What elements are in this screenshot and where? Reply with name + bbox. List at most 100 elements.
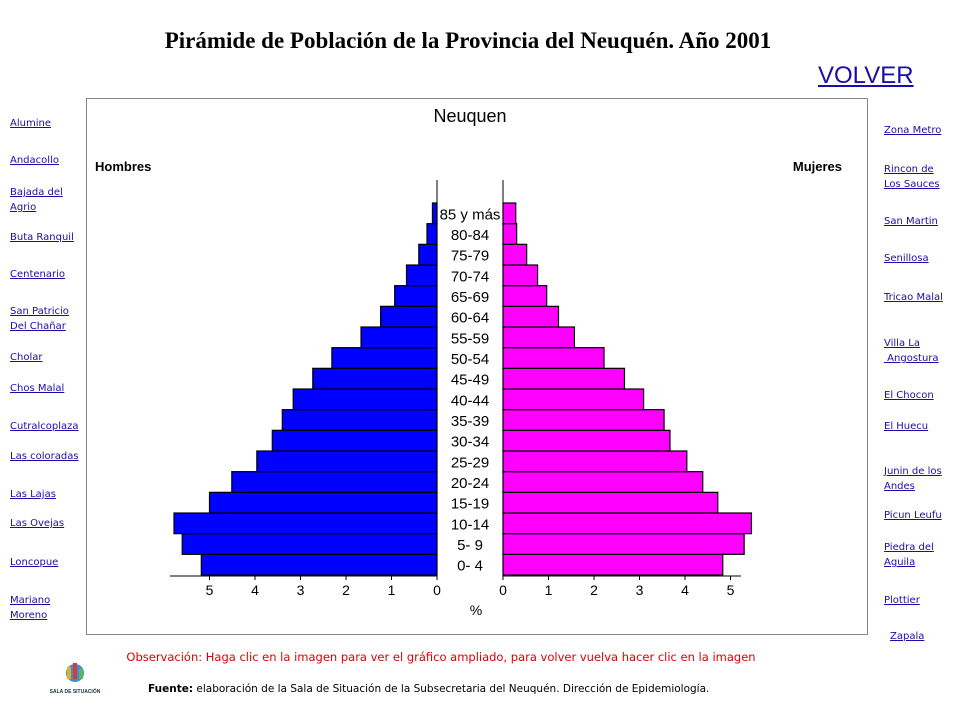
category-label: 15-19 xyxy=(451,496,489,513)
bar xyxy=(502,409,665,431)
logo-shape xyxy=(79,669,83,679)
category-label: 65-69 xyxy=(451,289,489,306)
bar xyxy=(331,347,438,369)
bar xyxy=(431,202,438,225)
region-link[interactable]: Bajada del Agrio xyxy=(10,187,63,213)
bar xyxy=(502,471,704,493)
bar xyxy=(271,429,438,452)
x-tick-label: 2 xyxy=(342,582,350,598)
x-axis-label: % xyxy=(470,602,482,618)
x-tick-label: 1 xyxy=(545,582,553,598)
region-link[interactable]: Chos Malal xyxy=(10,383,65,394)
x-tick-label: 0 xyxy=(433,582,441,598)
region-link[interactable]: Rincon de Los Sauces xyxy=(884,164,940,190)
logo-shape xyxy=(73,663,77,679)
region-link[interactable]: San Patricio Del Chañar xyxy=(10,306,69,332)
bar xyxy=(394,285,438,307)
region-link[interactable]: Las coloradas xyxy=(10,451,79,462)
logo-text: SALA DE SITUACIÓN xyxy=(50,687,101,695)
bar xyxy=(256,450,438,473)
region-link[interactable]: Tricao Malal xyxy=(884,292,943,303)
bar xyxy=(502,450,688,473)
x-tick-label: 5 xyxy=(727,582,735,598)
bar xyxy=(502,223,518,245)
x-tick-label: 4 xyxy=(681,582,689,598)
legend-left: Hombres xyxy=(95,159,151,174)
category-label: 75-79 xyxy=(451,248,489,265)
category-label: 35-39 xyxy=(451,413,489,430)
bar xyxy=(231,471,438,493)
category-label: 55-59 xyxy=(451,330,489,347)
x-tick-label: 3 xyxy=(636,582,644,598)
region-link[interactable]: Villa La Angostura xyxy=(884,338,939,364)
region-link[interactable]: Las Lajas xyxy=(10,489,56,500)
bar xyxy=(292,388,438,411)
bar xyxy=(502,533,745,555)
bar xyxy=(181,533,438,555)
note: Observación: Haga clic en la imagen para… xyxy=(126,650,756,664)
region-link[interactable]: Mariano Moreno xyxy=(10,595,51,621)
bar xyxy=(281,409,438,431)
region-link[interactable]: Picun Leufu xyxy=(884,510,942,521)
category-label: 60-64 xyxy=(451,310,489,327)
bar xyxy=(502,429,671,452)
bar xyxy=(405,264,438,287)
bar xyxy=(502,388,645,411)
bar xyxy=(502,512,753,535)
bar xyxy=(502,367,626,390)
bar xyxy=(502,326,576,349)
region-link[interactable]: Centenario xyxy=(10,269,66,280)
bar xyxy=(360,326,438,349)
bar xyxy=(502,264,539,287)
region-link[interactable]: Zapala xyxy=(890,631,925,642)
category-label: 45-49 xyxy=(451,372,489,389)
category-label: 10-14 xyxy=(451,516,489,533)
category-label: 20-24 xyxy=(451,475,489,492)
region-link[interactable]: Las Ovejas xyxy=(10,518,65,529)
region-link[interactable]: El Huecu xyxy=(884,421,929,432)
x-tick-label: 5 xyxy=(206,582,214,598)
chart-title: Neuquen xyxy=(433,106,506,126)
category-label: 5- 9 xyxy=(457,537,483,554)
source-text: elaboración de la Sala de Situación de l… xyxy=(196,683,710,695)
region-link[interactable]: Loncopue xyxy=(10,557,59,568)
region-link[interactable]: Andacollo xyxy=(10,155,59,166)
bar xyxy=(426,223,438,245)
chart[interactable]: Neuquen Hombres Mujeres % 0- 4 5- 9 10-14 1… xyxy=(86,98,868,635)
source-label: Fuente: xyxy=(148,683,194,695)
x-tick-label: 2 xyxy=(590,582,598,598)
bar xyxy=(502,285,548,307)
category-label: 25-29 xyxy=(451,454,489,471)
back-link[interactable]: VOLVER xyxy=(818,62,914,89)
region-link[interactable]: Junin de los Andes xyxy=(884,466,942,492)
page-title: Pirámide de Población de la Provincia de… xyxy=(164,28,772,53)
region-link[interactable]: Piedra del Aguila xyxy=(884,542,934,568)
bar xyxy=(502,243,528,266)
logo: SALA DE SITUACIÓN xyxy=(50,663,101,695)
category-label: 0- 4 xyxy=(457,558,483,575)
region-link[interactable]: Plottier xyxy=(884,595,920,606)
source: Fuente: elaboración de la Sala de Situac… xyxy=(148,683,709,695)
region-link[interactable]: El Chocon xyxy=(884,390,934,401)
region-link[interactable]: Alumine xyxy=(10,118,51,129)
bar xyxy=(502,347,605,369)
region-link[interactable]: Senillosa xyxy=(884,253,929,264)
bar xyxy=(502,553,724,576)
region-link[interactable]: San Martin xyxy=(884,216,938,227)
bar xyxy=(208,491,438,514)
bar xyxy=(200,553,438,576)
category-label: 50-54 xyxy=(451,351,489,368)
logo-shape xyxy=(67,667,71,679)
bar xyxy=(379,305,438,328)
region-link[interactable]: Buta Ranquil xyxy=(10,232,74,243)
region-link[interactable]: Cholar xyxy=(10,352,43,363)
region-link[interactable]: Cutralcoplaza xyxy=(10,421,79,432)
legend-right: Mujeres xyxy=(793,159,842,174)
category-label: 70-74 xyxy=(451,268,489,285)
chart-image[interactable]: Neuquen Hombres Mujeres % 0- 4 5- 9 10-14 1… xyxy=(86,98,868,639)
x-tick-label: 1 xyxy=(388,582,396,598)
bar xyxy=(502,202,517,225)
region-link[interactable]: Zona Metro xyxy=(884,125,942,136)
bar xyxy=(502,491,719,514)
